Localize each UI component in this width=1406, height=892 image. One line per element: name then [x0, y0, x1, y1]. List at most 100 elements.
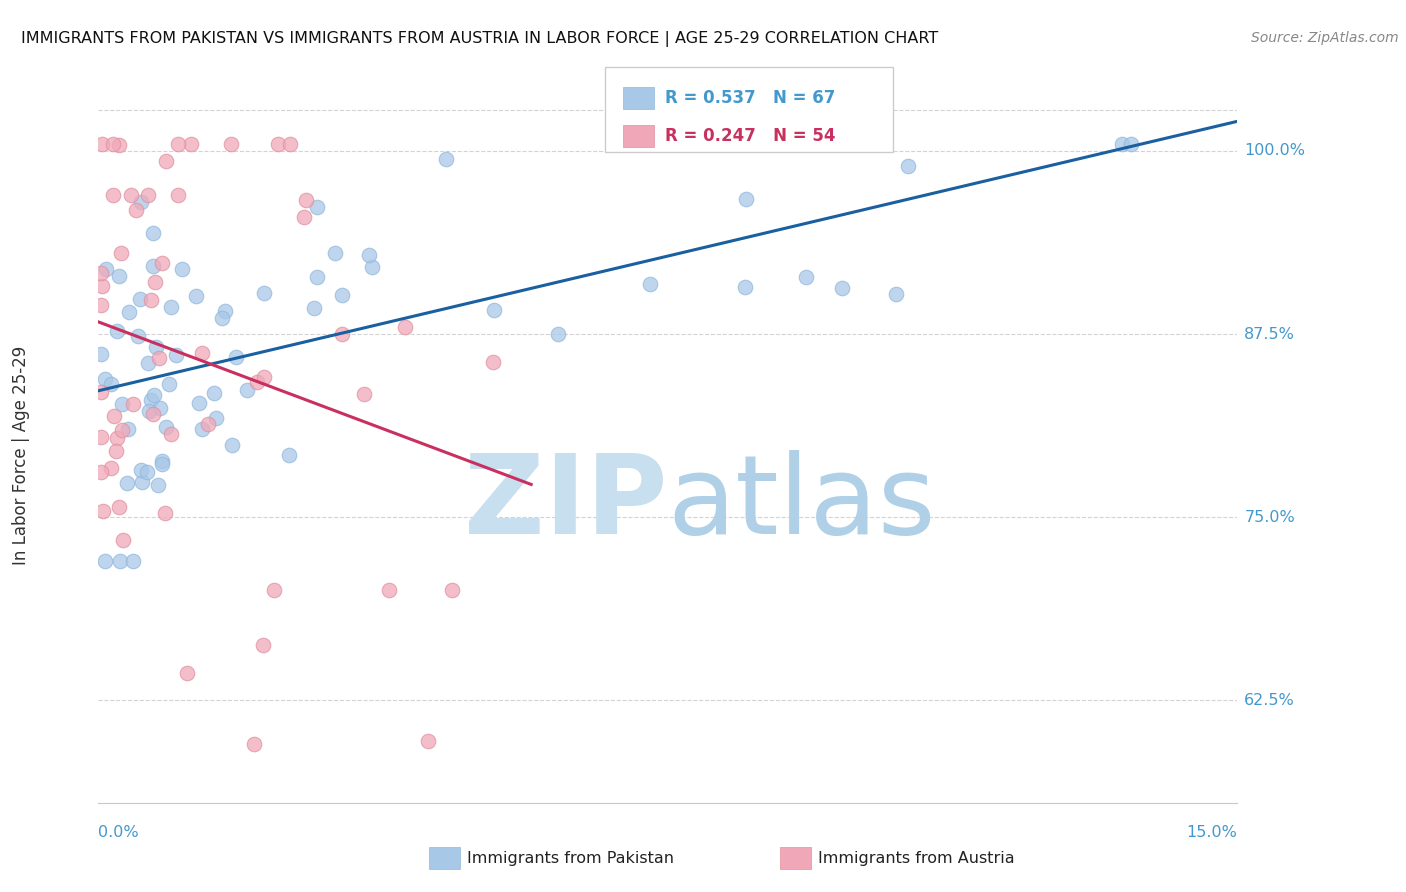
Point: [153, 507, 176, 521]
Point: [735, 192, 758, 206]
Text: 15.0%: 15.0%: [1187, 825, 1237, 840]
Point: [353, 386, 375, 401]
Text: 62.5%: 62.5%: [1244, 693, 1295, 707]
Point: [292, 210, 315, 224]
Point: [115, 476, 138, 491]
Point: [121, 554, 143, 568]
Point: [94, 262, 117, 277]
Point: [394, 319, 416, 334]
Point: [1119, 136, 1142, 151]
Point: [323, 245, 346, 260]
Text: R = 0.247   N = 54: R = 0.247 N = 54: [665, 127, 835, 145]
Point: [253, 286, 276, 301]
Point: [143, 388, 166, 402]
Text: R = 0.537   N = 67: R = 0.537 N = 67: [665, 89, 835, 107]
Point: [482, 354, 505, 368]
Point: [91, 503, 114, 517]
Point: [142, 408, 165, 422]
Text: Immigrants from Pakistan: Immigrants from Pakistan: [467, 851, 673, 865]
Point: [357, 248, 380, 262]
Point: [155, 153, 177, 168]
Point: [243, 737, 266, 751]
Point: [91, 278, 114, 293]
Point: [305, 200, 328, 214]
Point: [100, 461, 122, 475]
Point: [108, 500, 131, 514]
Point: [157, 377, 180, 392]
Point: [1111, 136, 1133, 151]
Point: [145, 340, 167, 354]
Point: [219, 136, 242, 151]
Point: [184, 289, 207, 303]
Point: [150, 256, 173, 270]
Point: [138, 356, 160, 370]
Point: [434, 153, 457, 167]
Point: [150, 457, 173, 471]
Point: [142, 226, 165, 240]
Point: [129, 195, 152, 210]
Point: [94, 372, 117, 386]
Point: [110, 554, 132, 568]
Point: [307, 269, 329, 284]
Point: [278, 448, 301, 462]
Point: [138, 404, 160, 418]
Point: [103, 136, 125, 151]
Text: 0.0%: 0.0%: [98, 825, 139, 840]
Point: [141, 293, 163, 307]
Point: [129, 293, 152, 307]
Point: [246, 375, 269, 389]
Point: [734, 280, 756, 294]
Point: [90, 430, 112, 444]
Point: [482, 302, 505, 317]
Point: [138, 188, 160, 202]
Point: [105, 325, 128, 339]
Point: [122, 397, 145, 411]
Point: [90, 136, 112, 151]
Point: [136, 465, 159, 479]
Text: In Labor Force | Age 25-29: In Labor Force | Age 25-29: [13, 345, 30, 565]
Point: [263, 583, 285, 598]
Point: [211, 311, 233, 326]
Point: [167, 188, 190, 202]
Point: [252, 638, 274, 652]
Point: [117, 422, 139, 436]
Point: [640, 277, 662, 291]
Point: [111, 423, 134, 437]
Point: [197, 417, 219, 431]
Point: [547, 326, 569, 341]
Point: [378, 583, 401, 598]
Point: [105, 432, 128, 446]
Text: atlas: atlas: [668, 450, 936, 558]
Point: [831, 281, 853, 295]
Point: [111, 397, 134, 411]
Text: 75.0%: 75.0%: [1244, 509, 1295, 524]
Text: Immigrants from Austria: Immigrants from Austria: [818, 851, 1015, 865]
Point: [165, 348, 187, 362]
Point: [160, 300, 183, 314]
Point: [112, 533, 135, 547]
Point: [360, 260, 382, 274]
Point: [191, 346, 214, 360]
Point: [101, 188, 124, 202]
Point: [295, 193, 318, 207]
Point: [441, 583, 464, 598]
Point: [103, 409, 125, 424]
Point: [120, 188, 142, 202]
Point: [176, 666, 198, 681]
Point: [90, 385, 112, 400]
Point: [170, 262, 193, 277]
Point: [108, 269, 131, 284]
Point: [166, 136, 188, 151]
Text: ZIP: ZIP: [464, 450, 668, 558]
Point: [214, 304, 236, 318]
Point: [330, 288, 353, 302]
Point: [118, 305, 141, 319]
Point: [253, 370, 276, 384]
Point: [794, 270, 817, 285]
Point: [90, 267, 112, 281]
Point: [304, 301, 326, 315]
Point: [93, 554, 115, 568]
Point: [142, 259, 165, 273]
Point: [416, 734, 439, 748]
Point: [143, 275, 166, 289]
